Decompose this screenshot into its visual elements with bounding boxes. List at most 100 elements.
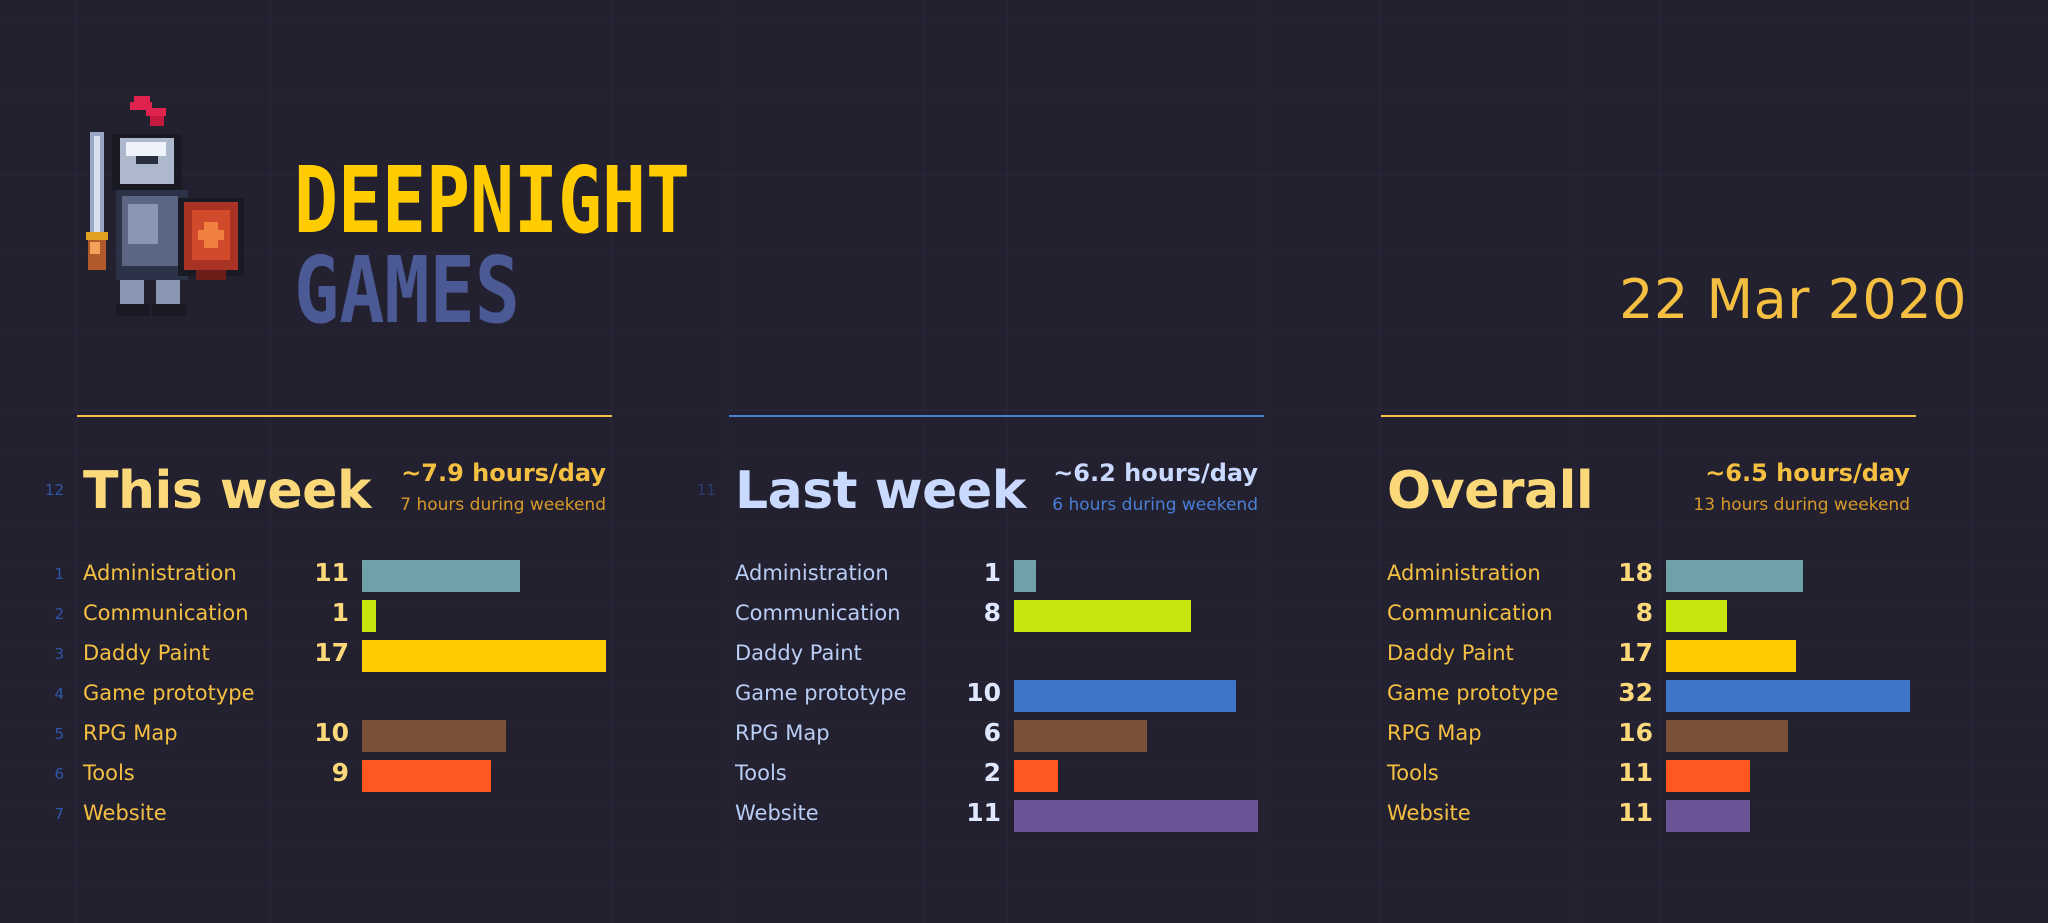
category-row: Website 11 <box>729 795 1264 835</box>
category-row: Tools 11 <box>1381 755 1916 795</box>
category-value: 17 <box>314 638 349 667</box>
category-row: Administration 1 <box>729 555 1264 595</box>
category-value: 11 <box>1618 798 1653 827</box>
category-value: 16 <box>1618 718 1653 747</box>
category-value: 10 <box>966 678 1001 707</box>
category-value: 1 <box>331 598 349 627</box>
panel-divider <box>77 415 612 417</box>
category-value: 9 <box>331 758 349 787</box>
bar <box>362 560 520 592</box>
category-value: 11 <box>314 558 349 587</box>
panel-title: This week <box>83 461 372 521</box>
category-row: 4 Game prototype <box>54 675 612 715</box>
category-value: 18 <box>1618 558 1653 587</box>
category-row: Website 11 <box>1381 795 1916 835</box>
category-row: Game prototype 10 <box>729 675 1264 715</box>
row-number: 1 <box>54 565 64 583</box>
panel-this-week: 12 This week ~7.9 hours/day 7 hours duri… <box>45 415 612 845</box>
weekend-hours: 13 hours during weekend <box>1693 495 1910 515</box>
row-number: 12 <box>44 481 64 499</box>
report-date: 22 Mar 2020 <box>1619 268 1967 331</box>
category-label: RPG Map <box>735 721 830 745</box>
deepnight-games-logo: DEEPNIGHT GAMES <box>86 96 690 342</box>
bar <box>1666 640 1796 672</box>
category-label: Administration <box>1387 561 1541 585</box>
bar <box>362 600 376 632</box>
category-value: 6 <box>983 718 1001 747</box>
category-value: 8 <box>983 598 1001 627</box>
category-row: 1 Administration 11 <box>54 555 612 595</box>
bar <box>1014 760 1058 792</box>
category-label: Daddy Paint <box>735 641 862 665</box>
category-label: Website <box>83 801 167 825</box>
category-label: Game prototype <box>1387 681 1559 705</box>
row-number: 4 <box>54 685 64 703</box>
category-row: 5 RPG Map 10 <box>54 715 612 755</box>
panel-title: Last week <box>735 461 1026 521</box>
bar <box>362 760 491 792</box>
hours-per-day: ~6.5 hours/day <box>1705 459 1910 487</box>
bar <box>1666 760 1750 792</box>
row-number: 2 <box>54 605 64 623</box>
category-row: Communication 8 <box>1381 595 1916 635</box>
bar <box>1014 600 1191 632</box>
row-number: 7 <box>54 805 64 823</box>
category-row: Communication 8 <box>729 595 1264 635</box>
category-label: Tools <box>83 761 135 785</box>
category-label: Website <box>735 801 819 825</box>
logo-text-deepnight: DEEPNIGHT <box>294 147 690 254</box>
category-value: 17 <box>1618 638 1653 667</box>
category-row: 6 Tools 9 <box>54 755 612 795</box>
row-number: 6 <box>54 765 64 783</box>
category-label: RPG Map <box>83 721 178 745</box>
panel-overall: Overall ~6.5 hours/day 13 hours during w… <box>1381 415 1916 845</box>
bar <box>1666 600 1727 632</box>
category-label: Daddy Paint <box>83 641 210 665</box>
logo-text-games: GAMES <box>294 237 520 342</box>
category-row: RPG Map 6 <box>729 715 1264 755</box>
category-value: 11 <box>966 798 1001 827</box>
row-number: 3 <box>54 645 64 663</box>
weekend-hours: 6 hours during weekend <box>1052 495 1258 515</box>
category-label: Website <box>1387 801 1471 825</box>
bar <box>1666 800 1750 832</box>
category-row: Game prototype 32 <box>1381 675 1916 715</box>
bar <box>1014 680 1236 712</box>
bar <box>1666 720 1788 752</box>
knight-icon <box>86 96 244 316</box>
category-row: 3 Daddy Paint 17 <box>54 635 612 675</box>
category-row: 2 Communication 1 <box>54 595 612 635</box>
bar <box>1014 720 1147 752</box>
category-label: Administration <box>735 561 889 585</box>
row-number: 5 <box>54 725 64 743</box>
bar <box>1014 560 1036 592</box>
category-value: 32 <box>1618 678 1653 707</box>
category-label: Tools <box>1387 761 1439 785</box>
category-row: Administration 18 <box>1381 555 1916 595</box>
category-label: RPG Map <box>1387 721 1482 745</box>
panel-title: Overall <box>1387 461 1594 521</box>
category-value: 10 <box>314 718 349 747</box>
category-row: 7 Website <box>54 795 612 835</box>
category-label: Daddy Paint <box>1387 641 1514 665</box>
category-value: 2 <box>983 758 1001 787</box>
weekend-hours: 7 hours during weekend <box>400 495 606 515</box>
category-label: Communication <box>1387 601 1553 625</box>
bar <box>1666 680 1910 712</box>
panel-divider <box>729 415 1264 417</box>
row-number: 11 <box>696 481 716 499</box>
hours-per-day: ~6.2 hours/day <box>1053 459 1258 487</box>
category-label: Game prototype <box>83 681 255 705</box>
category-label: Communication <box>83 601 249 625</box>
category-label: Administration <box>83 561 237 585</box>
bar <box>1666 560 1803 592</box>
category-value: 1 <box>983 558 1001 587</box>
category-label: Tools <box>735 761 787 785</box>
category-value: 11 <box>1618 758 1653 787</box>
hours-per-day: ~7.9 hours/day <box>401 459 606 487</box>
panel-divider <box>1381 415 1916 417</box>
bar <box>362 640 606 672</box>
category-row: Daddy Paint <box>729 635 1264 675</box>
bar <box>362 720 506 752</box>
category-label: Communication <box>735 601 901 625</box>
